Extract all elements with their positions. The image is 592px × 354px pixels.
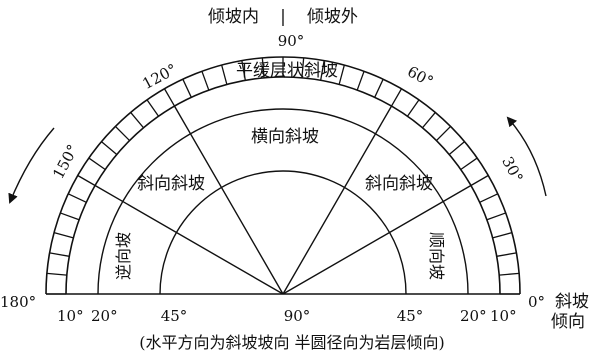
zone-label-gentle-layered: 平缓层状斜坡 (236, 61, 338, 81)
angle-label-60: 60° (404, 62, 436, 90)
figure-caption: (水平方向为斜坡坡向 半圆径向为岩层倾向) (139, 333, 445, 352)
radial-line-150 (94, 184, 284, 295)
angle-label-30: 30° (498, 154, 526, 186)
arc-tick (356, 71, 365, 91)
slope-axis-word: 斜坡 (555, 292, 589, 312)
zone-label-oblique-left: 斜向斜坡 (137, 174, 205, 194)
baseline-label-20-left: 20° (91, 307, 118, 325)
rotation-arrow-left (8, 127, 55, 204)
radial-line-60 (282, 105, 393, 295)
arc-tick (77, 174, 96, 187)
arc-tick (182, 78, 192, 98)
arc-tick (146, 99, 160, 117)
arc-tick (492, 232, 513, 239)
arc-tick (201, 71, 210, 91)
angle-label-90: 90° (278, 32, 305, 50)
arc-tick (101, 141, 118, 156)
arc-tick (241, 60, 246, 81)
arc-tick (88, 157, 106, 171)
arc-tick (67, 193, 87, 203)
arc-tick (114, 125, 131, 142)
baseline-label-45-left: 45° (161, 307, 188, 325)
arc-tick (60, 212, 80, 221)
arc-tick (448, 141, 465, 156)
arc-tick (221, 64, 228, 85)
angle-label-120: 120° (139, 60, 179, 93)
zone-label-transverse: 横向斜坡 (251, 127, 319, 147)
baseline-label-20-right: 20° (460, 307, 487, 325)
arc-tick (479, 193, 499, 203)
direction-axis-word: 倾向 (551, 312, 585, 332)
zone-label-oblique-right: 斜向斜坡 (365, 174, 433, 194)
header-separator: | (280, 7, 286, 27)
arc-tick (53, 232, 74, 239)
rotation-arrow-right (506, 116, 547, 197)
arc-tick (496, 252, 517, 257)
header-inward-label: 倾坡内 (208, 7, 259, 27)
arc-45-degree (159, 170, 407, 295)
arc-tick (49, 252, 70, 257)
arc-20-degree (97, 108, 469, 295)
arc-tick (435, 125, 452, 142)
radial-line-120 (173, 105, 284, 295)
radial-line-30 (282, 184, 472, 295)
arc-tick (486, 212, 506, 221)
header-outward-label: 倾坡外 (307, 7, 358, 27)
arc-tick (261, 57, 265, 78)
arc-tick (301, 57, 305, 78)
arc-tick (320, 60, 325, 81)
baseline-label-10-right: 10° (490, 307, 517, 325)
arc-tick (390, 88, 403, 107)
baseline-label-10-left: 10° (57, 307, 84, 325)
arc-tick (46, 272, 67, 276)
arc-tick (460, 157, 478, 171)
arc-tick (374, 78, 384, 98)
zone-label-reverse-slope: 逆向坡 (114, 232, 133, 280)
baseline-label-0: 0° (528, 293, 545, 311)
arc-tick (338, 64, 345, 85)
arc-tick (499, 272, 520, 276)
arc-tick (130, 112, 145, 129)
baseline-label-90: 90° (284, 307, 311, 325)
arc-tick (470, 174, 489, 187)
arc-tick-marks (46, 57, 520, 295)
arc-tick (406, 99, 420, 117)
zone-label-forward-slope: 顺向坡 (427, 232, 446, 280)
baseline-label-180: 180° (0, 293, 36, 311)
arc-tick (421, 112, 436, 129)
arc-tick (163, 88, 176, 107)
baseline-label-45-right: 45° (397, 307, 424, 325)
